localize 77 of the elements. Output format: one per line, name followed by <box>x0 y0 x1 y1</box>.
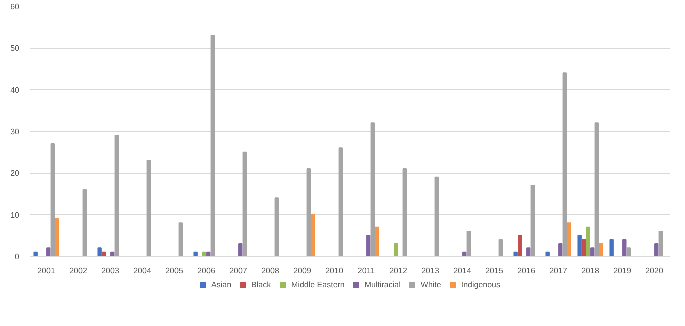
bar <box>622 239 627 256</box>
legend-label: White <box>420 280 442 290</box>
bar <box>146 160 151 256</box>
bar <box>590 248 595 256</box>
bar <box>50 144 55 256</box>
bar <box>306 168 311 256</box>
bar <box>82 189 87 256</box>
bar <box>610 239 614 256</box>
bar <box>466 231 471 256</box>
bar <box>274 198 279 256</box>
legend-label: Indigenous <box>461 280 500 290</box>
x-tick-label: 2002 <box>70 266 88 276</box>
y-tick-label: 0 <box>15 252 20 262</box>
x-tick-label: 2003 <box>102 266 120 276</box>
bar <box>558 244 563 256</box>
bar <box>394 244 398 256</box>
x-tick-label: 2008 <box>262 266 280 276</box>
x-tick-label: 2014 <box>454 266 472 276</box>
y-tick-label: 50 <box>10 44 20 54</box>
x-tick-label: 2006 <box>198 266 216 276</box>
bar <box>114 135 119 256</box>
legend-label: Multiracial <box>364 280 401 290</box>
bar <box>194 252 198 256</box>
y-tick-label: 40 <box>10 86 20 95</box>
x-tick-label: 2010 <box>326 266 344 276</box>
bar <box>370 122 375 256</box>
legend-label: Middle Eastern <box>292 280 345 290</box>
bar <box>238 244 243 256</box>
legend-label: Asian <box>212 280 232 290</box>
x-tick-label: 2009 <box>294 266 312 276</box>
y-tick-label: 10 <box>10 210 20 220</box>
bar <box>46 248 51 256</box>
bar <box>562 72 567 256</box>
bar <box>586 226 590 256</box>
bar <box>578 235 582 256</box>
bar <box>518 235 522 256</box>
bar <box>210 35 215 256</box>
x-tick-label: 2004 <box>134 266 152 276</box>
bar <box>599 244 604 256</box>
x-tick-label: 2019 <box>614 266 632 276</box>
bar <box>567 222 572 256</box>
x-tick-label: 2012 <box>390 266 408 276</box>
bar <box>530 185 535 256</box>
x-tick-label: 2011 <box>358 266 376 276</box>
bar <box>98 248 102 256</box>
x-tick-label: 2020 <box>646 266 664 276</box>
bar <box>498 239 503 256</box>
bar <box>546 252 550 256</box>
bar <box>526 248 531 256</box>
x-tick-label: 2015 <box>486 266 504 276</box>
legend-label: Black <box>252 280 272 290</box>
bar <box>626 248 631 256</box>
y-tick-label: 20 <box>10 169 20 178</box>
bar <box>582 239 586 256</box>
bar <box>55 218 60 256</box>
x-tick-label: 2007 <box>230 266 248 276</box>
x-tick-label: 2013 <box>422 266 440 276</box>
bar <box>366 235 371 256</box>
y-tick-label: 30 <box>10 128 20 136</box>
y-tick-label: 60 <box>10 2 20 12</box>
bar <box>242 152 247 256</box>
bar <box>375 226 380 256</box>
bar <box>434 176 439 256</box>
x-tick-label: 2001 <box>38 266 56 276</box>
bar <box>311 214 316 256</box>
x-tick-label: 2005 <box>166 266 184 276</box>
x-tick-label: 2018 <box>582 266 600 276</box>
bar <box>594 122 599 256</box>
bar <box>178 222 183 256</box>
bar <box>514 252 518 256</box>
bar <box>402 168 407 256</box>
bar <box>34 252 38 256</box>
x-tick-label: 2016 <box>518 266 536 276</box>
bar <box>654 244 659 256</box>
x-tick-label: 2017 <box>550 266 568 276</box>
bar <box>338 148 343 256</box>
bar <box>658 231 663 256</box>
